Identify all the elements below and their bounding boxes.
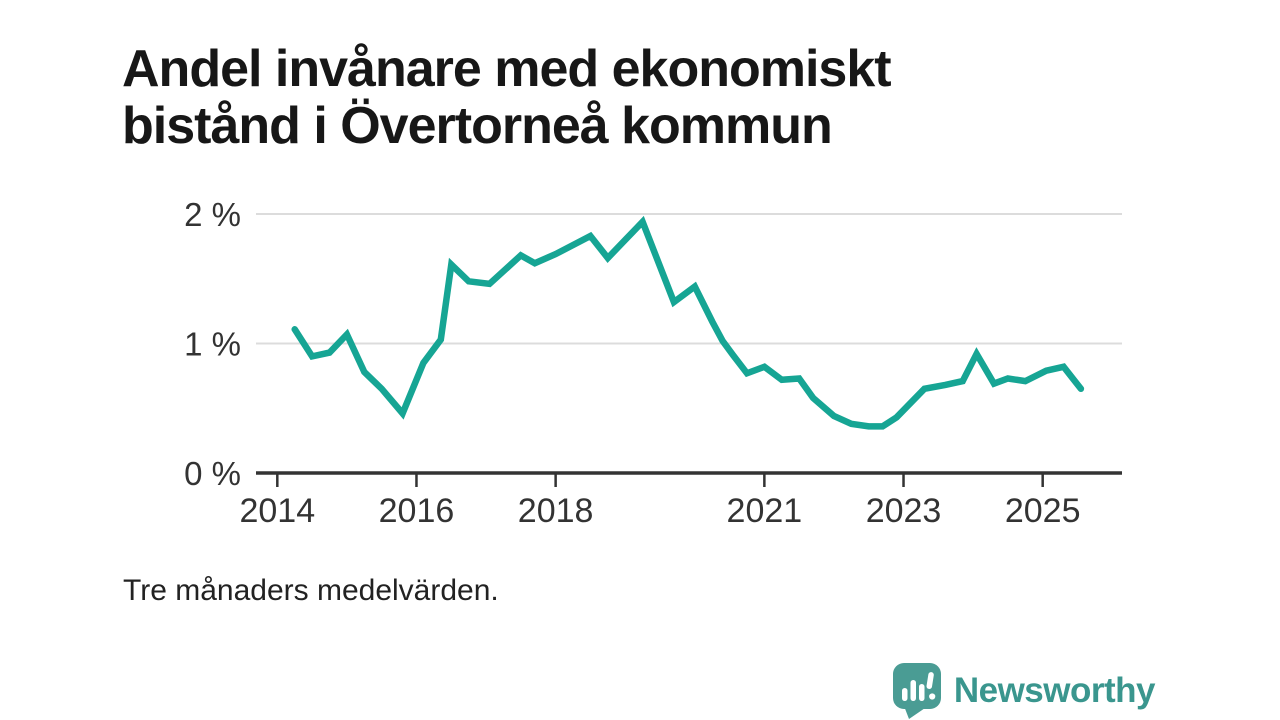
- bar-3: [918, 684, 925, 701]
- page-title-line1: Andel invånare med ekonomiskt: [122, 39, 892, 98]
- brand-name: Newsworthy: [953, 670, 1156, 710]
- y-axis-tick-label: 0 %: [184, 455, 241, 492]
- x-axis-tick-label: 2021: [727, 492, 803, 530]
- brand-logo: Newsworthy: [892, 662, 1156, 719]
- data-line-Andel invånare med ekonomiskt bistånd: [291, 215, 1085, 430]
- newsworthy-speech-bubble-icon: [892, 663, 941, 719]
- bar-1: [901, 688, 908, 701]
- speech-bubble-body: [892, 663, 941, 709]
- y-axis-tick-label: 1 %: [184, 326, 241, 363]
- x-axis-tick-label: 2014: [239, 492, 315, 530]
- exclamation-bar: [926, 672, 934, 689]
- x-axis-tick-label: 2016: [379, 492, 455, 530]
- chart-footnote: Tre månaders medelvärden.: [123, 574, 499, 607]
- page-title: Andel invånare med ekonomiskt bistånd i …: [122, 39, 892, 155]
- page-title-line2: bistånd i Övertorneå kommun: [122, 96, 833, 155]
- x-axis-tick-label: 2023: [866, 492, 942, 530]
- x-axis-tick-label: 2025: [1005, 492, 1081, 530]
- bar-2: [910, 680, 916, 701]
- speech-bubble-tail: [903, 706, 928, 719]
- x-axis-tick-label: 2018: [518, 492, 594, 530]
- y-axis-tick-label: 2 %: [184, 196, 241, 233]
- exclamation-dot: [928, 693, 936, 700]
